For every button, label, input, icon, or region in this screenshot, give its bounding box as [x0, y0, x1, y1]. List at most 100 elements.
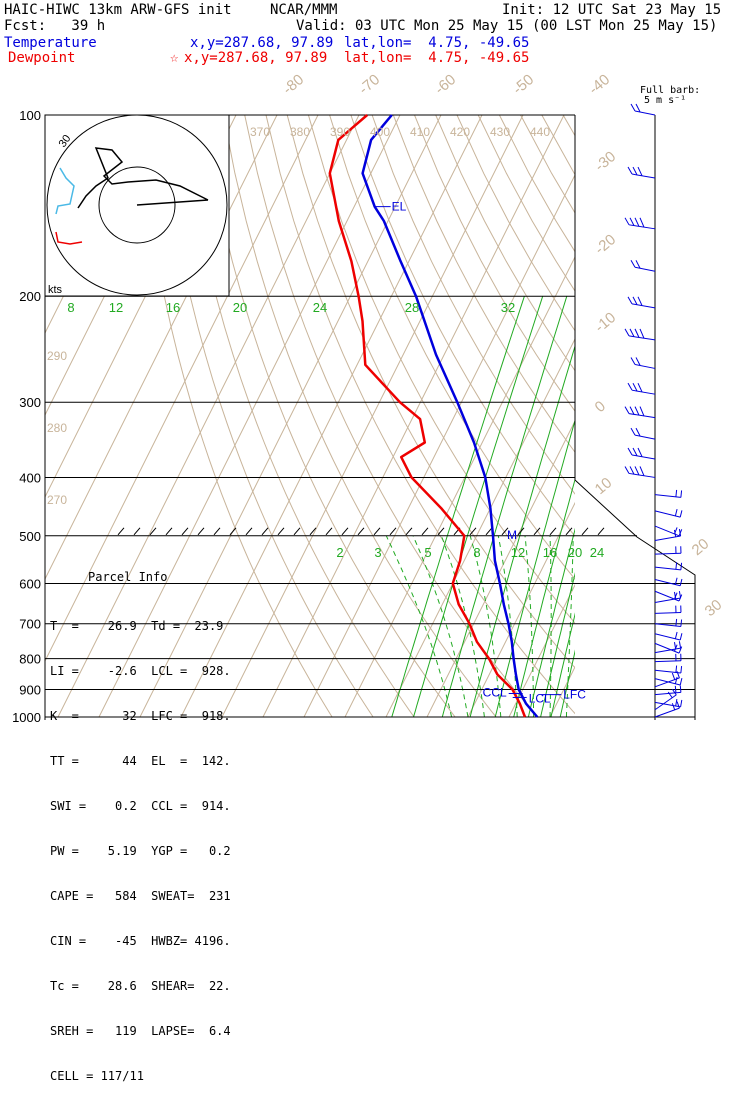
isotherm-label: 0 [592, 398, 609, 416]
dry-adiabat-line [584, 115, 740, 717]
parcel-row: CIN = -45 HWBZ= 4196. [50, 934, 231, 949]
theta-label: 430 [490, 125, 510, 139]
wind-barb [655, 578, 682, 586]
parcel-row: K = 32 LFC = 918. [50, 709, 231, 724]
isotherm-line [427, 115, 728, 717]
dry-adiabat-line [478, 115, 740, 717]
parcel-row: PW = 5.19 YGP = 0.2 [50, 844, 231, 859]
parcel-row: Tc = 28.6 SHEAR= 22. [50, 979, 231, 994]
level-marker-label: LCL [529, 691, 551, 705]
dry-adiabat-line [436, 115, 740, 717]
parcel-info-title: Parcel Info [88, 570, 231, 585]
mixing-ratio-label: 2 [336, 545, 343, 560]
pressure-label: 600 [19, 576, 41, 591]
pressure-label: 300 [19, 395, 41, 410]
mixing-ratio-label: 24 [590, 545, 604, 560]
parcel-row: TT = 44 EL = 142. [50, 754, 231, 769]
pressure-label: 700 [19, 617, 41, 632]
wind-barb [631, 260, 655, 271]
level-marker-label: CCL [483, 685, 507, 699]
isotherm-label: -10 [592, 309, 620, 336]
hatch-mark [342, 528, 348, 535]
dry-adiabat-line [542, 115, 740, 717]
parcel-row: LI = -2.6 LCL = 928. [50, 664, 231, 679]
hatch-mark [326, 528, 332, 535]
hatch-mark [374, 528, 380, 535]
wind-barb [625, 218, 655, 229]
mixing-ratio-label: 5 [424, 545, 431, 560]
theta-label: 420 [450, 125, 470, 139]
wind-barb [655, 591, 682, 601]
mixing-ratio-line [470, 296, 590, 717]
theta-label: 270 [47, 493, 67, 507]
wind-barb [655, 641, 681, 652]
theta-label: 410 [410, 125, 430, 139]
isotherm-label: -40 [586, 71, 614, 98]
hatch-mark [134, 528, 140, 535]
dry-adiabat-line [308, 115, 660, 717]
parcel-row: CAPE = 584 SWEAT= 231 [50, 889, 231, 904]
hatch-mark [246, 528, 252, 535]
wind-barb [655, 619, 682, 626]
mixing-ratio-label: 8 [473, 545, 480, 560]
mixing-ratio-label: 20 [233, 300, 247, 315]
wind-barb [628, 383, 655, 394]
dry-adiabat-line [606, 115, 740, 717]
mixing-ratio-line [528, 296, 638, 717]
sounding-profiles: EL M CCL LCL LFC [330, 115, 586, 717]
dry-adiabat-line [372, 115, 740, 717]
mixing-ratio-label: 32 [501, 300, 515, 315]
hatch-mark [214, 528, 220, 535]
hatch-mark [406, 528, 412, 535]
hatch-mark [118, 528, 124, 535]
wind-barb [631, 104, 655, 115]
hatch-mark [230, 528, 236, 535]
theta-label: 400 [370, 125, 390, 139]
parcel-row: SWI = 0.2 CCL = 914. [50, 799, 231, 814]
mixing-ratio-line [442, 296, 567, 717]
mixing-ratio-label: 16 [543, 545, 557, 560]
wind-barb [655, 509, 682, 517]
pressure-label: 900 [19, 682, 41, 697]
mixing-ratio-line [560, 296, 665, 717]
hatch-mark [582, 528, 588, 535]
wind-barb [655, 685, 681, 694]
level-marker-label: LFC [563, 688, 586, 702]
isotherm-line [509, 115, 740, 717]
pressure-label: 1000 [12, 710, 41, 725]
isotherm-label: -70 [356, 71, 384, 98]
level-marker-label: EL [392, 200, 407, 214]
hatch-mark [550, 528, 556, 535]
wind-barbs [625, 104, 682, 720]
hatch-mark [166, 528, 172, 535]
isotherm-label: -20 [592, 231, 620, 258]
wind-barb [655, 605, 681, 613]
mixing-ratio-label: 20 [568, 545, 582, 560]
theta-label: 440 [530, 125, 550, 139]
mixing-ratio-label: 3 [374, 545, 381, 560]
wind-barb [631, 428, 655, 439]
parcel-row: T = 26.9 Td = 23.9 [50, 619, 231, 634]
mixing-ratio-label: 8 [67, 300, 74, 315]
parcel-info: Parcel Info T = 26.9 Td = 23.9 LI = -2.6… [50, 540, 231, 1099]
wind-barb [631, 357, 655, 368]
wind-barb [628, 448, 655, 459]
isotherm-label: -60 [432, 71, 460, 98]
mixing-ratio-label: 16 [166, 300, 180, 315]
pressure-label: 200 [19, 289, 41, 304]
level-marker-label: M [507, 528, 517, 542]
pressure-label: 100 [19, 108, 41, 123]
wind-barb [655, 671, 679, 686]
theta-label: 370 [250, 125, 270, 139]
parcel-row: CELL = 117/11 [50, 1069, 231, 1084]
mixing-ratio-label: 24 [313, 300, 327, 315]
hatch-mark [262, 528, 268, 535]
wind-barb [628, 167, 655, 178]
mixing-ratio-line [514, 296, 627, 717]
theta-label: 280 [47, 421, 67, 435]
hatch-mark [294, 528, 300, 535]
hatch-mark [198, 528, 204, 535]
wind-barb [625, 407, 655, 418]
dry-adiabat-line [393, 115, 740, 717]
hatch-mark [358, 528, 364, 535]
